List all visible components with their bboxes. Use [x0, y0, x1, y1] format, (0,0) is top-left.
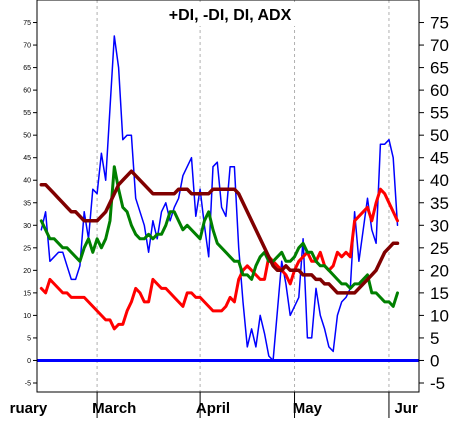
left-axis: -5 0 5 10 15 20 25 30 35 40 45 50 55 60 65 70 75	[23, 20, 37, 387]
month-axis: ruary March April May Jur	[10, 392, 418, 418]
right-tick-label: 70	[430, 36, 449, 55]
right-tick-label: 35	[430, 194, 449, 213]
right-tick-label: 60	[430, 81, 449, 100]
left-tick-label: 40	[23, 178, 31, 185]
right-tick-label: 50	[430, 126, 449, 145]
right-tick-label: 25	[430, 239, 449, 258]
left-tick-label: 30	[23, 223, 31, 230]
left-tick-label: 0	[27, 358, 31, 365]
left-tick-label: 25	[23, 245, 31, 252]
left-tick-label: 60	[23, 88, 31, 95]
right-axis: -5 0 5 10 15 20 25 30 35 40 45 50 55 60 65 70 75	[419, 14, 449, 393]
left-tick-label: 20	[23, 268, 31, 275]
left-tick-label: 55	[23, 110, 31, 117]
chart-title: +DI, -DI, DI, ADX	[169, 7, 292, 24]
series-layer	[39, 35, 400, 362]
left-tick-label: 35	[23, 200, 31, 207]
left-tick-label: 5	[27, 335, 31, 342]
left-tick-label: 10	[23, 313, 31, 320]
series-line-2	[39, 165, 399, 308]
month-label: May	[293, 400, 323, 417]
right-tick-label: 55	[430, 104, 449, 123]
grid-layer	[96, 0, 390, 392]
right-tick-label: 10	[430, 306, 449, 325]
month-label: ruary	[10, 400, 48, 417]
month-label: March	[92, 400, 136, 417]
left-tick-label: -5	[25, 380, 31, 387]
left-tick-label: 70	[23, 43, 31, 50]
right-tick-label: 5	[430, 329, 439, 348]
month-label: April	[196, 400, 230, 417]
left-tick-label: 15	[23, 290, 31, 297]
series-line-0	[40, 35, 399, 362]
left-tick-label: 50	[23, 133, 31, 140]
right-tick-label: 30	[430, 216, 449, 235]
right-tick-label: 15	[430, 284, 449, 303]
left-tick-label: 45	[23, 155, 31, 162]
right-tick-label: 0	[430, 351, 439, 370]
right-tick-label: -5	[430, 374, 445, 393]
left-tick-label: 75	[23, 20, 31, 27]
plot-frame	[36, 0, 420, 393]
left-tick-label: 65	[23, 65, 31, 72]
right-tick-label: 40	[430, 171, 449, 190]
right-tick-label: 45	[430, 149, 449, 168]
right-tick-label: 20	[430, 261, 449, 280]
series-line-3	[39, 169, 400, 295]
series-line-1	[39, 187, 399, 331]
month-label: Jur	[394, 400, 418, 417]
right-tick-label: 65	[430, 59, 449, 78]
title-backdrop	[148, 2, 312, 26]
right-tick-label: 75	[430, 14, 449, 33]
